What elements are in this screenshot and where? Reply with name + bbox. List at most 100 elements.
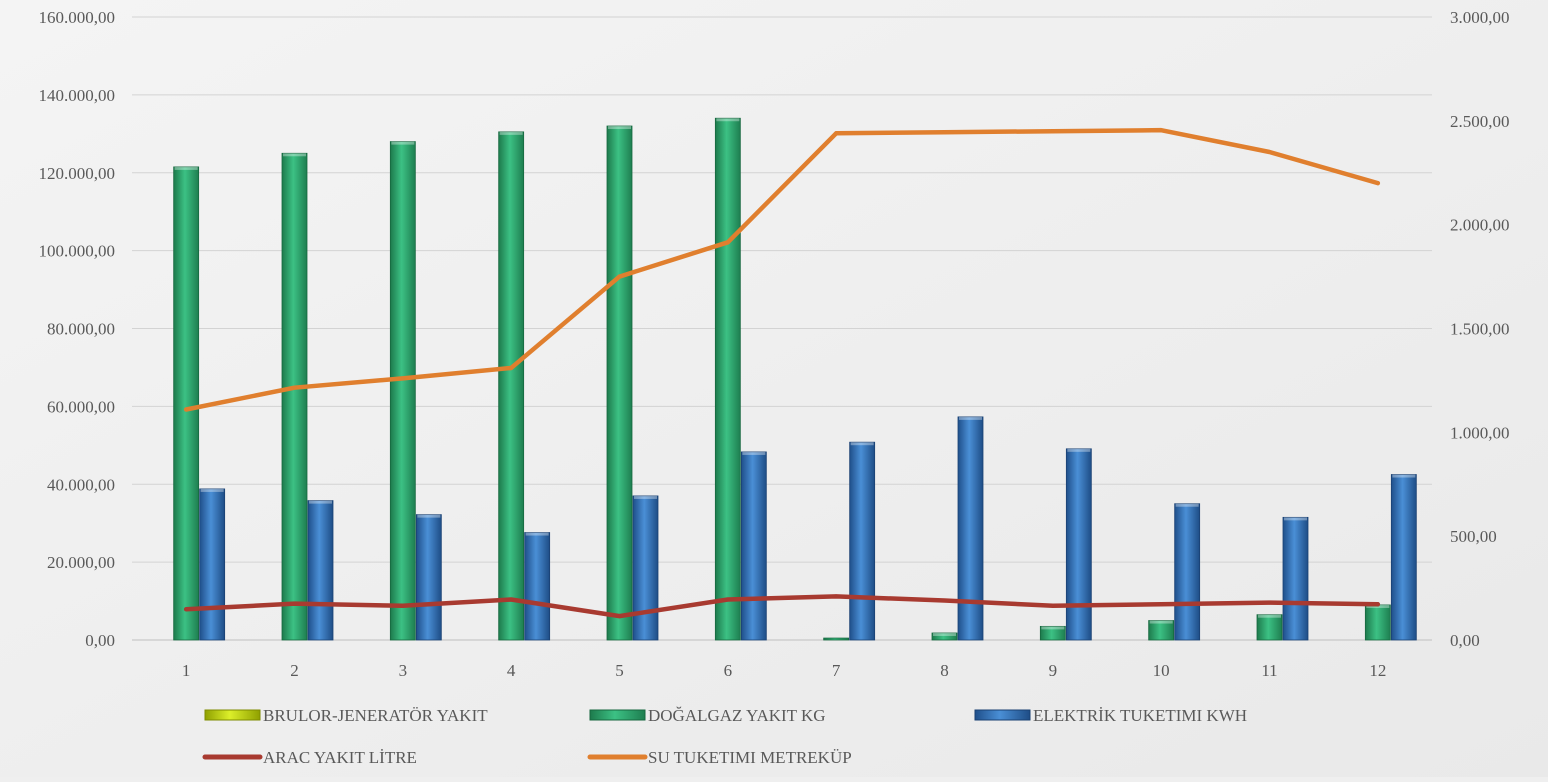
series-point (725, 240, 730, 245)
x-tick-label: 5 (615, 661, 624, 680)
series-line (183, 594, 1381, 619)
series-point (834, 131, 839, 136)
legend-label: DOĞALGAZ YAKIT KG (648, 706, 826, 725)
series-point (400, 376, 405, 381)
y-left-tick-label: 60.000,00 (47, 397, 115, 416)
bar (1065, 448, 1092, 641)
bar-highlight (174, 166, 198, 170)
bar (1148, 620, 1175, 641)
series-point (1159, 602, 1164, 607)
gridlines (132, 16, 1432, 641)
x-tick-label: 6 (724, 661, 733, 680)
y-left-tick-label: 0,00 (85, 631, 115, 650)
bar-highlight (1392, 474, 1416, 478)
series-point (292, 601, 297, 606)
x-tick-label: 12 (1369, 661, 1386, 680)
bar-highlight (1258, 614, 1281, 618)
bar (199, 488, 226, 641)
series-point (1375, 602, 1380, 607)
series-point (617, 614, 622, 619)
y-right-tick-label: 500,00 (1450, 527, 1497, 546)
bar (1282, 516, 1309, 641)
lines (183, 127, 1381, 619)
bar (849, 441, 876, 641)
right-axis-labels: 0,00 500,00 1.000,00 1.500,00 2.000,00 2.500,… (1450, 8, 1510, 650)
x-tick-label: 1 (182, 661, 191, 680)
series-point (292, 385, 297, 390)
series-point (1050, 603, 1055, 608)
bar-highlight (499, 131, 523, 135)
series-point (942, 130, 947, 135)
series-point (1159, 128, 1164, 133)
bar (524, 532, 551, 641)
series-point (1375, 181, 1380, 186)
bar-highlight (716, 118, 740, 122)
bar (1364, 604, 1391, 641)
bar-highlight (525, 532, 549, 536)
y-right-tick-label: 1.000,00 (1450, 423, 1510, 442)
bar (714, 117, 741, 641)
bar (281, 152, 308, 641)
y-left-tick-label: 100.000,00 (39, 242, 116, 261)
left-axis-labels: 0,00 20.000,00 40.000,00 60.000,00 80.000,00… (39, 8, 116, 650)
bar (931, 632, 958, 641)
bar-highlight (1067, 448, 1091, 452)
legend-label: BRULOR-JENERATÖR YAKIT (263, 706, 488, 725)
series-point (1050, 129, 1055, 134)
bar-highlight (417, 514, 441, 518)
y-right-tick-label: 0,00 (1450, 631, 1480, 650)
y-left-tick-label: 80.000,00 (47, 320, 115, 339)
y-left-tick-label: 160.000,00 (39, 8, 116, 27)
bar-highlight (391, 141, 415, 145)
y-right-tick-label: 3.000,00 (1450, 8, 1510, 27)
legend-label: ARAC YAKIT LİTRE (263, 748, 417, 767)
bar-highlight (933, 632, 956, 636)
legend-label: ELEKTRİK TUKETIMI KWH (1033, 706, 1247, 725)
x-tick-label: 10 (1153, 661, 1170, 680)
bar (498, 131, 525, 641)
series-point (1267, 149, 1272, 154)
series-point (942, 598, 947, 603)
y-left-tick-label: 140.000,00 (39, 86, 116, 105)
bar-highlight (1041, 626, 1065, 630)
bar-highlight (959, 416, 982, 420)
legend: BRULOR-JENERATÖR YAKIT DOĞALGAZ YAKIT KG E… (202, 706, 1247, 767)
bar-highlight (608, 126, 631, 130)
y-right-tick-label: 1.500,00 (1450, 320, 1510, 339)
bar (632, 495, 659, 641)
bar (415, 514, 442, 641)
bar (1174, 503, 1201, 641)
bar (173, 166, 200, 641)
bar-highlight (200, 488, 224, 492)
series-point (1267, 600, 1272, 605)
y-right-tick-label: 2.500,00 (1450, 112, 1510, 131)
legend-swatch (974, 709, 1031, 721)
x-tick-label: 2 (290, 661, 299, 680)
series-point (617, 274, 622, 279)
y-left-tick-label: 20.000,00 (47, 553, 115, 572)
bar-highlight (742, 451, 766, 455)
x-axis-labels: 1 2 3 4 5 6 7 8 9 10 11 12 (182, 661, 1386, 680)
bar (957, 416, 984, 641)
legend-label: SU TUKETIMI METREKÜP (648, 748, 852, 767)
series-point (725, 597, 730, 602)
bar (389, 141, 416, 641)
y-left-tick-label: 40.000,00 (47, 475, 115, 494)
x-tick-label: 8 (940, 661, 949, 680)
bar-highlight (1284, 517, 1307, 521)
series-point (400, 603, 405, 608)
bar-highlight (1175, 503, 1199, 507)
x-tick-label: 11 (1261, 661, 1277, 680)
legend-item: ELEKTRİK TUKETIMI KWH (974, 706, 1247, 725)
bar (1390, 474, 1417, 641)
legend-item: BRULOR-JENERATÖR YAKIT (204, 706, 488, 725)
bar-highlight (283, 153, 306, 157)
x-tick-label: 3 (399, 661, 408, 680)
bar (740, 451, 767, 641)
bar (307, 500, 334, 641)
series-point (834, 594, 839, 599)
bar-highlight (634, 495, 657, 499)
